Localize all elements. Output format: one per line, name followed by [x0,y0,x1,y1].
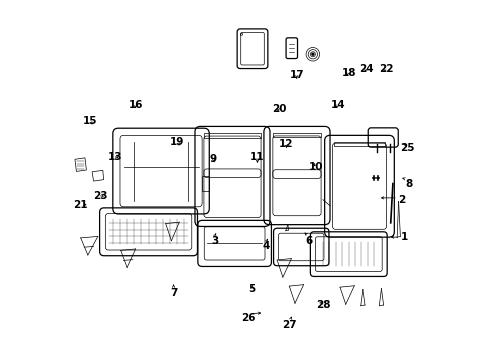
Text: 19: 19 [170,138,184,148]
Text: 20: 20 [271,104,286,113]
Text: 6: 6 [306,236,313,246]
Text: 22: 22 [379,64,393,74]
Text: 4: 4 [263,241,270,251]
Text: 25: 25 [400,143,415,153]
Text: 16: 16 [129,100,143,110]
Text: 3: 3 [211,236,218,246]
Bar [273,133,321,138]
Text: 17: 17 [290,69,304,80]
Text: 27: 27 [282,320,297,330]
Bar [202,176,209,191]
Text: 15: 15 [82,116,97,126]
Text: 28: 28 [317,300,331,310]
Text: 23: 23 [93,191,108,201]
Text: 18: 18 [342,68,356,78]
Text: 7: 7 [170,288,177,297]
Text: 8: 8 [406,179,413,189]
Text: 24: 24 [359,64,374,74]
Text: 14: 14 [331,100,345,110]
Text: 21: 21 [74,200,88,210]
Text: 26: 26 [241,312,256,323]
Bar [334,142,386,146]
Text: 11: 11 [250,152,265,162]
Text: 5: 5 [248,284,256,294]
Text: 1: 1 [400,232,408,242]
Text: 9: 9 [209,154,217,163]
Text: 13: 13 [107,152,122,162]
Bar [204,133,261,138]
Text: 2: 2 [398,195,406,204]
Circle shape [312,53,314,56]
Text: 10: 10 [309,162,324,172]
Text: 12: 12 [279,139,294,149]
